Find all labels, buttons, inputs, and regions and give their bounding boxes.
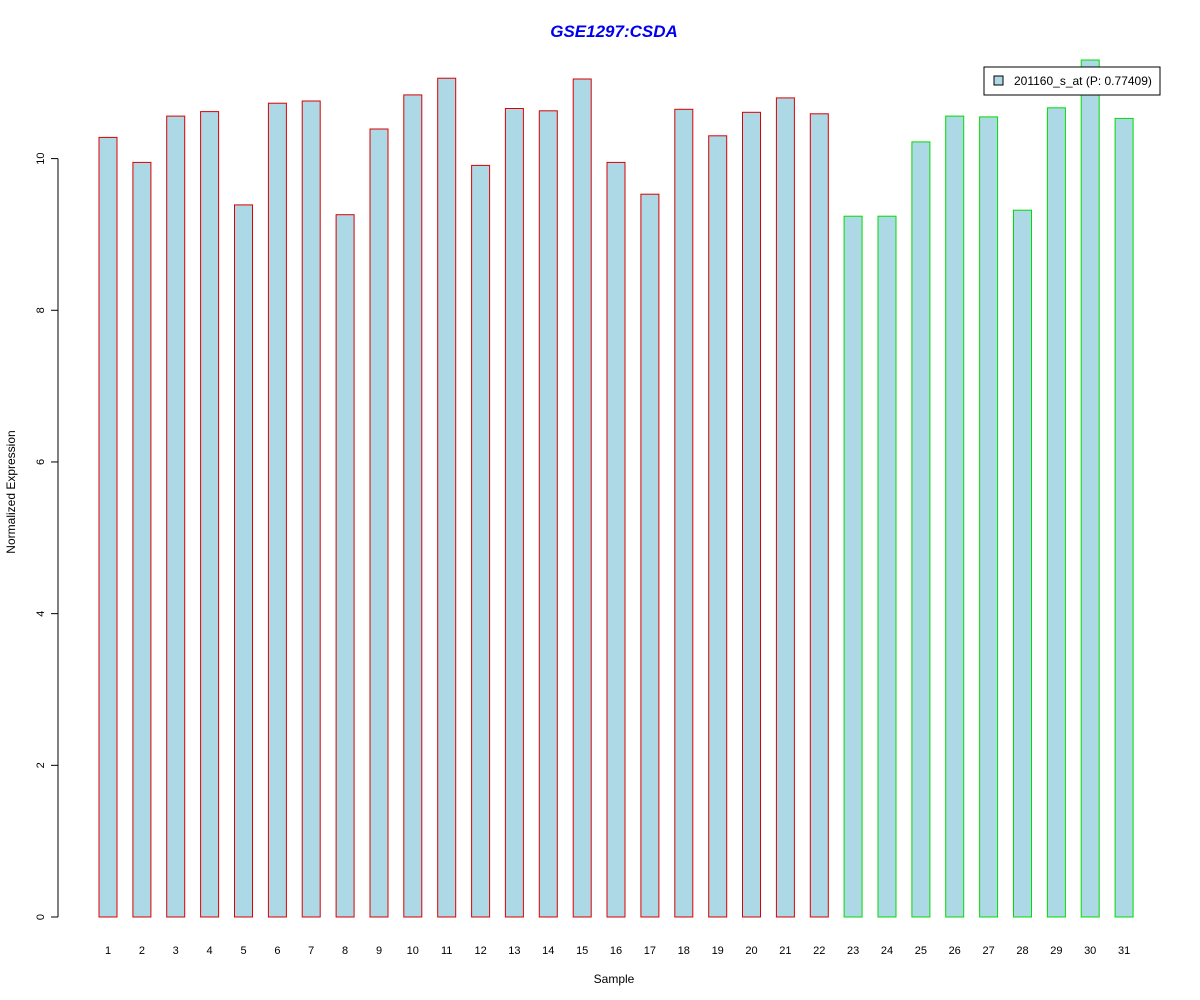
y-axis: 0 2 4 6 8 10 xyxy=(35,152,59,920)
x-tick-label: 9 xyxy=(376,945,382,957)
y-axis-label: Normalized Expression xyxy=(4,430,18,553)
x-tick-label: 1 xyxy=(105,945,111,957)
chart-title: GSE1297:CSDA xyxy=(550,22,678,41)
x-axis-label: Sample xyxy=(594,972,635,986)
bar-sample-6 xyxy=(267,102,287,918)
bar-sample-31 xyxy=(1114,117,1134,918)
y-tick-label: 10 xyxy=(35,152,47,164)
x-tick-label: 28 xyxy=(1016,945,1028,957)
x-tick-label: 29 xyxy=(1050,945,1062,957)
y-tick-label: 8 xyxy=(35,307,47,313)
y-tick-label: 6 xyxy=(35,459,47,465)
y-tick-label: 0 xyxy=(35,914,47,920)
bar-sample-11 xyxy=(437,77,457,918)
bar-sample-3 xyxy=(166,115,186,918)
bar-sample-26 xyxy=(945,115,965,918)
x-axis-tick-labels: 1 2 3 4 5 6 7 8 9 10 11 12 13 14 15 16 17 18 19 20 21 22 23 24 2… xyxy=(105,945,1130,957)
x-tick-label: 12 xyxy=(474,945,486,957)
x-tick-label: 11 xyxy=(441,945,452,957)
bar-sample-17 xyxy=(640,193,660,918)
x-tick-label: 20 xyxy=(745,945,757,957)
x-tick-label: 18 xyxy=(678,945,690,957)
bar-sample-12 xyxy=(471,164,491,918)
legend: 201160_s_at (P: 0.77409) xyxy=(983,66,1161,96)
x-tick-label: 6 xyxy=(274,945,280,957)
x-tick-label: 24 xyxy=(881,945,893,957)
x-tick-label: 27 xyxy=(982,945,994,957)
y-tick-label: 4 xyxy=(35,611,47,617)
x-tick-label: 22 xyxy=(813,945,825,957)
x-tick-label: 17 xyxy=(644,945,656,957)
bar-sample-30 xyxy=(1080,59,1100,918)
x-tick-label: 23 xyxy=(847,945,859,957)
bar-sample-9 xyxy=(369,128,389,918)
x-tick-label: 5 xyxy=(240,945,246,957)
x-tick-label: 25 xyxy=(915,945,927,957)
bar-sample-21 xyxy=(775,97,795,918)
x-tick-label: 19 xyxy=(712,945,724,957)
bar-sample-8 xyxy=(335,214,355,918)
bar-sample-27 xyxy=(979,116,999,918)
legend-swatch xyxy=(993,75,1004,86)
x-tick-label: 7 xyxy=(308,945,314,957)
bar-sample-14 xyxy=(538,110,558,918)
bar-sample-28 xyxy=(1013,209,1032,918)
bar-sample-29 xyxy=(1046,107,1066,918)
bar-sample-4 xyxy=(200,111,220,918)
bar-sample-19 xyxy=(708,135,728,918)
legend-entry: 201160_s_at (P: 0.77409) xyxy=(1014,74,1152,88)
bar-sample-1 xyxy=(98,136,118,918)
bar-sample-16 xyxy=(606,161,626,918)
x-tick-label: 2 xyxy=(139,945,145,957)
bars xyxy=(98,59,1134,918)
bar-sample-20 xyxy=(742,111,761,918)
x-tick-label: 13 xyxy=(508,945,520,957)
bar-sample-5 xyxy=(234,204,253,918)
bar-sample-7 xyxy=(301,100,321,918)
x-tick-label: 16 xyxy=(610,945,622,957)
bar-sample-22 xyxy=(809,113,829,918)
x-tick-label: 26 xyxy=(949,945,961,957)
x-tick-label: 8 xyxy=(342,945,348,957)
x-tick-label: 10 xyxy=(407,945,419,957)
x-tick-label: 15 xyxy=(576,945,588,957)
bar-sample-23 xyxy=(843,215,863,918)
bar-sample-24 xyxy=(877,215,897,918)
x-tick-label: 3 xyxy=(173,945,179,957)
bar-sample-10 xyxy=(403,94,423,918)
bar-sample-13 xyxy=(504,108,524,918)
x-tick-label: 4 xyxy=(207,945,213,957)
x-tick-label: 14 xyxy=(542,945,554,957)
y-tick-label: 2 xyxy=(35,762,47,768)
x-tick-label: 21 xyxy=(779,945,791,957)
bar-sample-25 xyxy=(911,141,931,918)
bar-sample-15 xyxy=(572,78,592,918)
x-tick-label: 31 xyxy=(1118,945,1130,957)
bar-sample-2 xyxy=(132,161,152,918)
legend-box xyxy=(983,66,1161,96)
x-tick-label: 30 xyxy=(1084,945,1096,957)
bar-sample-18 xyxy=(674,108,694,918)
